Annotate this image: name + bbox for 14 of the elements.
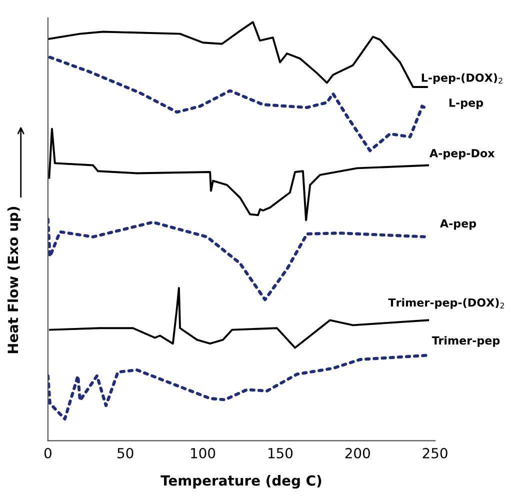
x-tick-label: 0 <box>44 448 52 458</box>
series-label: L-pep-(DOX)$_{2}$ <box>422 73 502 84</box>
x-tick-label: 250 <box>422 448 448 458</box>
series-label: A-pep-Dox <box>430 149 495 160</box>
x-axis-title: Temperature (deg C) <box>160 475 322 489</box>
x-tick-label: 100 <box>191 448 216 458</box>
x-tick-label: 150 <box>268 448 293 458</box>
series-label: Trimer-pep <box>432 336 500 347</box>
y-axis-title: Heat Flow (Exo up) <box>7 206 21 354</box>
series-label: A-pep <box>440 219 476 230</box>
x-tick-label: 50 <box>118 448 134 458</box>
x-tick-label: 200 <box>345 448 370 458</box>
series-label: L-pep <box>449 98 484 110</box>
series-label: Trimer-pep-(DOX)$_{2}$ <box>388 298 504 309</box>
